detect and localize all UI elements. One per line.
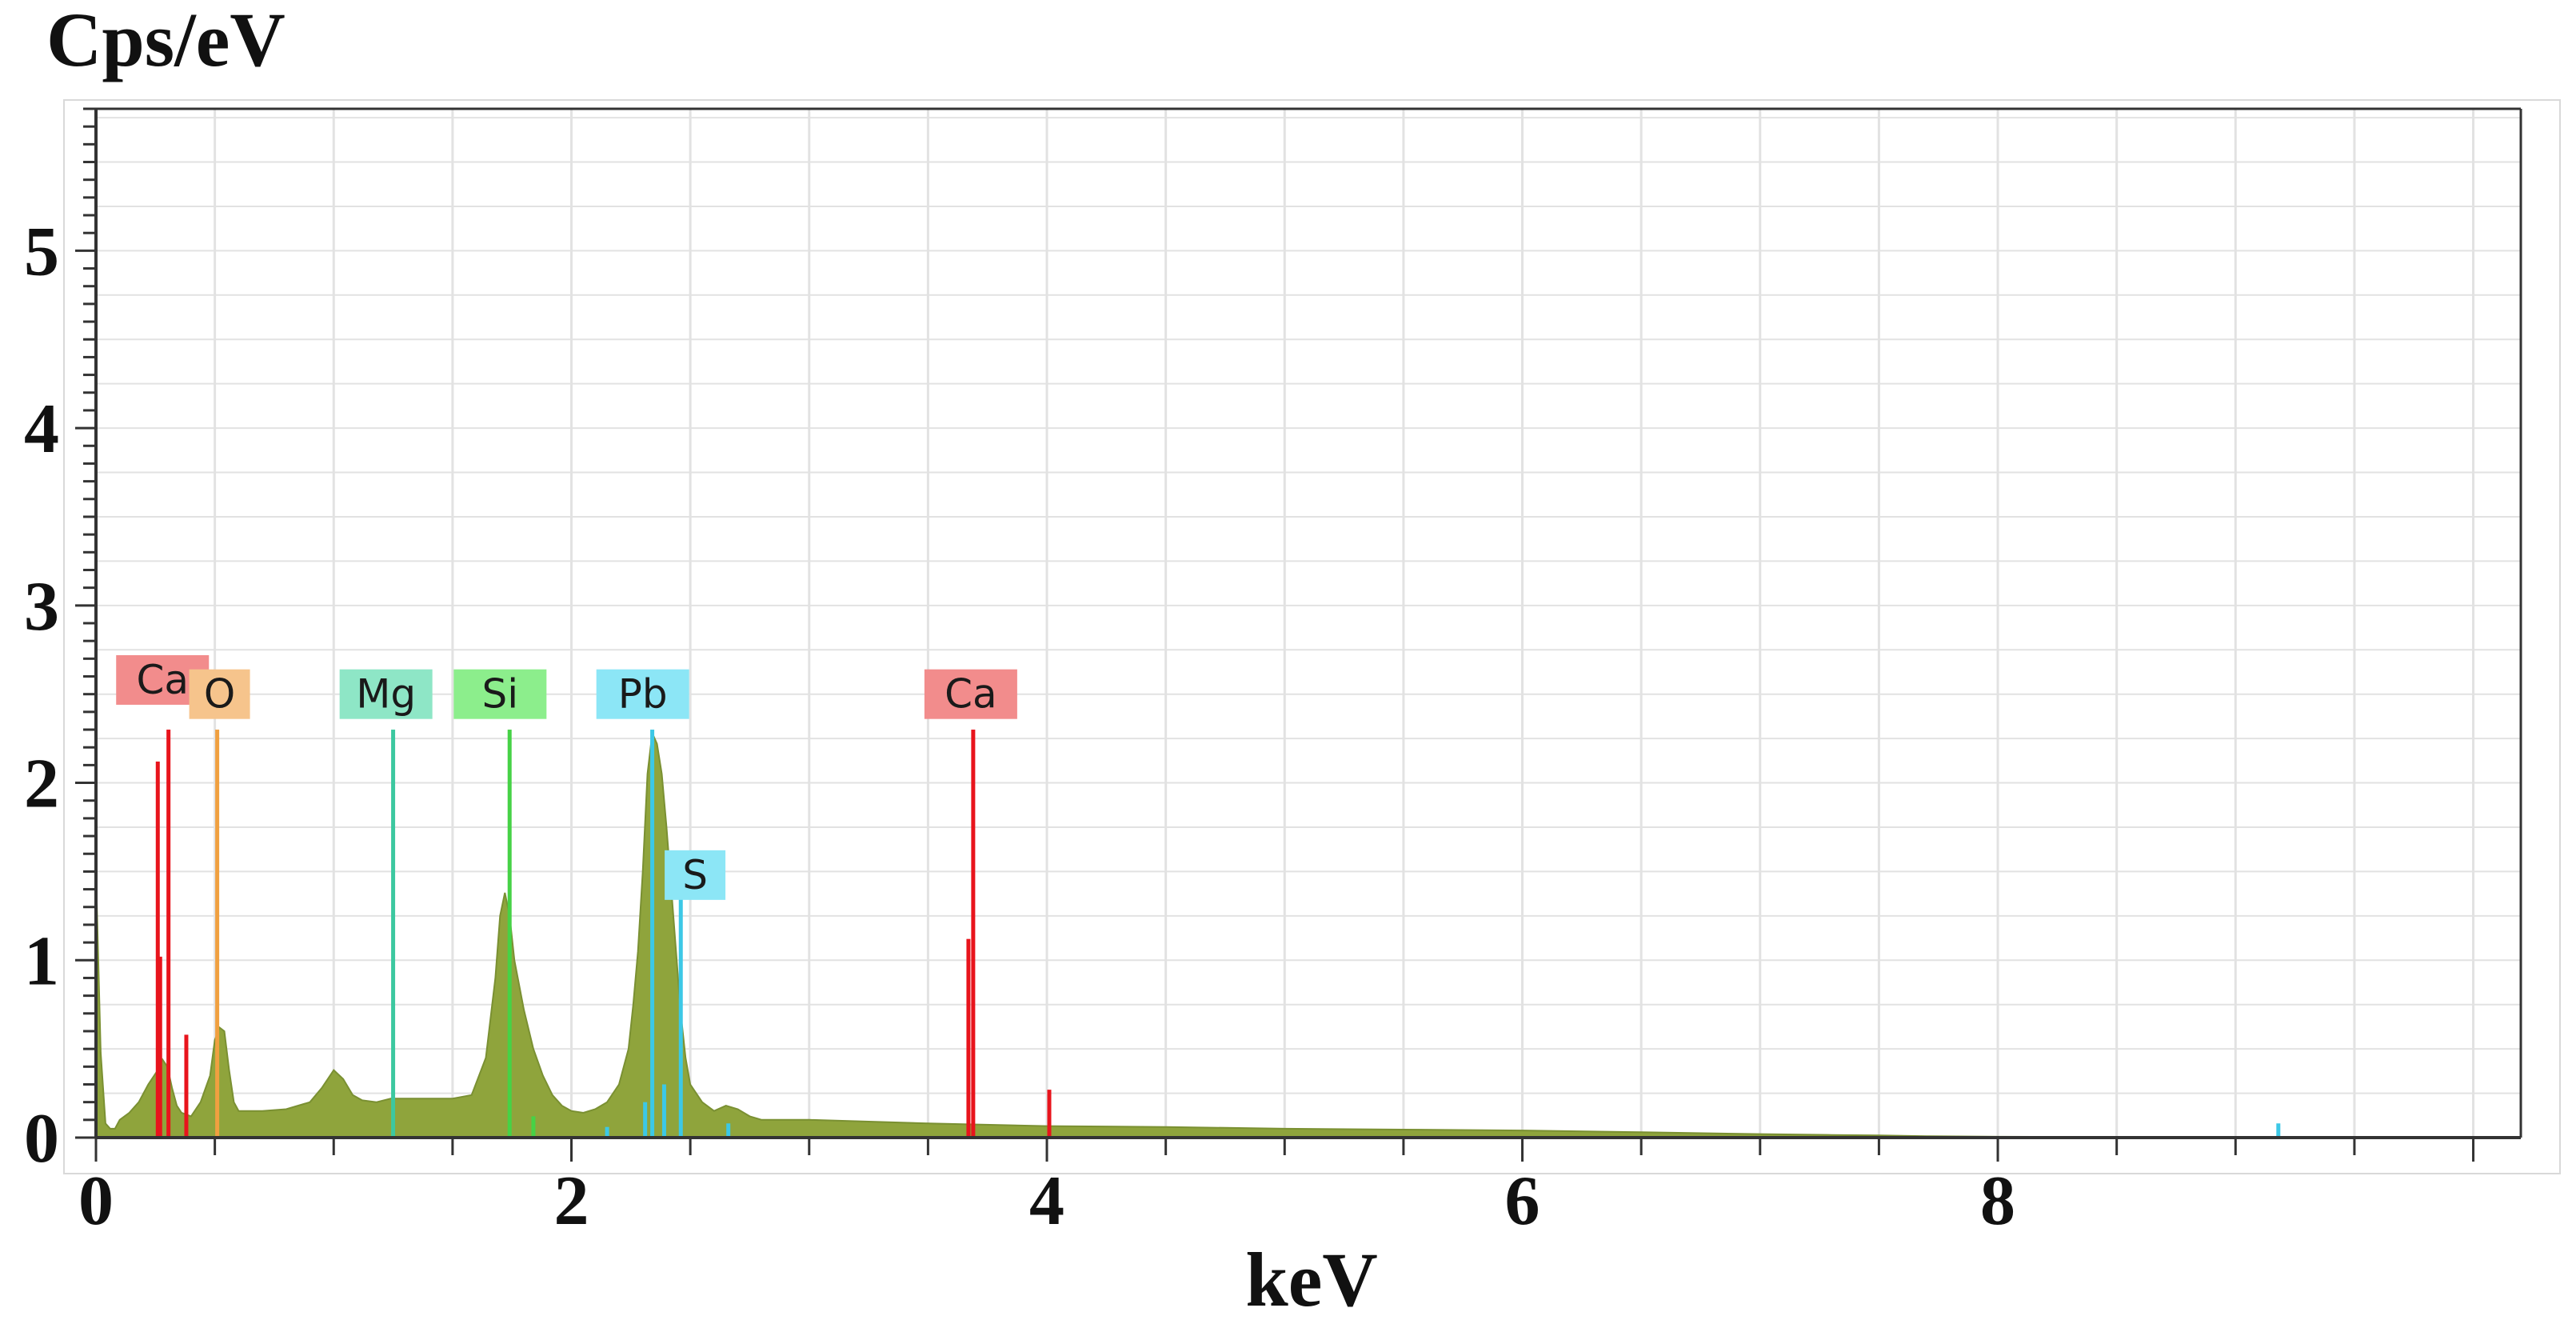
plot-background — [63, 99, 2561, 1174]
element-lines — [155, 730, 2281, 1138]
element-line-si — [531, 1116, 536, 1138]
peak-label-si: Si — [453, 669, 547, 719]
peak-label-box — [596, 669, 689, 719]
y-axis-title: Cps/eV — [46, 0, 286, 82]
x-tick-label: 6 — [1505, 1162, 1540, 1240]
element-line-si — [507, 730, 512, 1138]
element-line-ca — [155, 761, 160, 1138]
peak-label-box — [339, 669, 433, 719]
x-axis-title: keV — [1245, 1237, 1377, 1320]
grid — [96, 109, 2521, 1138]
x-tick-label: 2 — [554, 1162, 589, 1240]
element-line-pb — [2276, 1123, 2281, 1138]
x-tick-label: 0 — [78, 1162, 114, 1240]
peak-label-o: O — [189, 669, 250, 719]
element-line-ca — [184, 1034, 189, 1138]
element-line-s — [678, 898, 683, 1138]
peak-label-ca: Ca — [924, 669, 1017, 719]
element-line-mg — [391, 730, 396, 1138]
peak-label-box — [924, 669, 1017, 719]
element-line-pb — [605, 1126, 609, 1138]
element-line-o — [215, 730, 220, 1138]
peak-label-text: Ca — [945, 671, 997, 718]
element-line-s — [643, 1102, 648, 1138]
x-tick-label: 4 — [1029, 1162, 1064, 1240]
peak-label-ca: Ca — [116, 654, 210, 705]
y-tick-label: 3 — [24, 568, 59, 646]
peak-label-text: S — [682, 852, 708, 898]
y-tick-label: 0 — [24, 1100, 59, 1178]
peak-label-text: Si — [482, 671, 519, 718]
element-line-ca — [158, 956, 162, 1138]
peak-label-pb: Pb — [596, 669, 689, 719]
peak-labels: Ca O Mg Si Pb S Ca — [116, 654, 1017, 900]
peak-label-mg: Mg — [339, 669, 433, 719]
axes: 0 2 4 6 8 0 1 2 3 4 5 — [24, 107, 2522, 1240]
element-line-ca — [971, 730, 976, 1138]
element-line-pb — [726, 1123, 731, 1138]
peak-label-text: Ca — [136, 657, 189, 703]
element-line-pb — [650, 730, 655, 1138]
y-tick-label: 4 — [24, 390, 59, 468]
y-tick-label: 1 — [24, 922, 59, 1000]
peak-label-text: O — [204, 671, 235, 718]
peak-label-box — [665, 850, 726, 900]
peak-label-box — [453, 669, 547, 719]
peak-label-text: Pb — [618, 671, 668, 718]
peak-label-text: Mg — [356, 671, 416, 718]
element-line-pb — [661, 1084, 666, 1138]
y-tick-label: 5 — [24, 213, 59, 290]
peak-label-s: S — [665, 850, 726, 900]
peak-label-box — [189, 669, 250, 719]
y-tick-label: 2 — [24, 746, 59, 823]
element-line-ca — [966, 938, 971, 1138]
x-tick-label: 8 — [1980, 1162, 2015, 1240]
element-line-ca — [166, 730, 171, 1138]
element-line-ca — [1047, 1090, 1052, 1138]
